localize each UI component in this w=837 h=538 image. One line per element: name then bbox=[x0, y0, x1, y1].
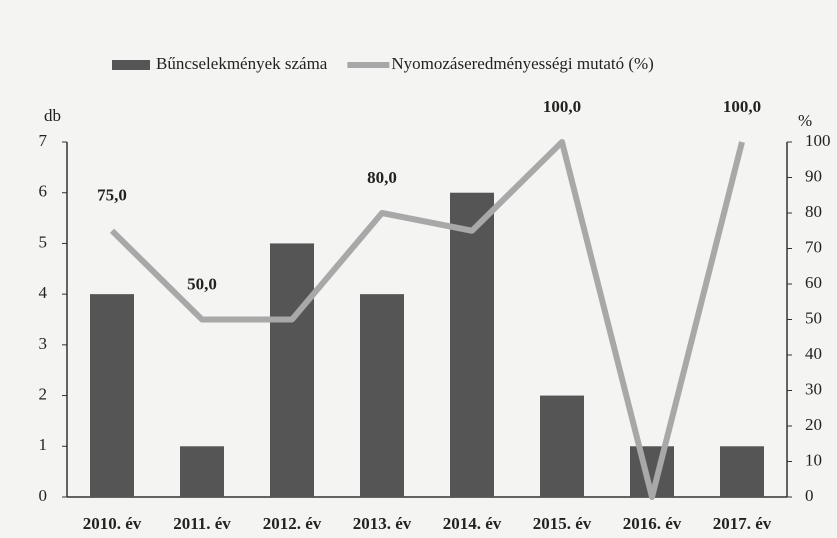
bar bbox=[450, 192, 494, 497]
bar bbox=[540, 395, 584, 497]
y2-tick-label: 70 bbox=[805, 237, 822, 256]
y2-tick-label: 90 bbox=[805, 166, 822, 185]
y2-tick-label: 30 bbox=[805, 379, 822, 398]
y-tick-label: 0 bbox=[39, 486, 48, 505]
x-tick-label: 2014. év bbox=[443, 514, 502, 533]
bar bbox=[360, 294, 404, 497]
y2-axis-label: % bbox=[798, 111, 812, 130]
y2-tick-label: 20 bbox=[805, 415, 822, 434]
y2-tick-label: 50 bbox=[805, 308, 822, 327]
y-tick-label: 3 bbox=[39, 334, 48, 353]
legend-label: Bűncselekmények száma bbox=[156, 54, 328, 73]
line bbox=[109, 139, 745, 500]
y2-tick-label: 80 bbox=[805, 202, 822, 221]
y-tick-label: 7 bbox=[39, 131, 48, 150]
y-axis-label: db bbox=[44, 106, 61, 125]
y2-tick-label: 0 bbox=[805, 486, 814, 505]
x-tick-label: 2017. év bbox=[713, 514, 772, 533]
x-tick-label: 2016. év bbox=[623, 514, 682, 533]
y-tick-label: 1 bbox=[39, 435, 48, 454]
y2-tick-label: 100 bbox=[805, 131, 831, 150]
x-tick-label: 2011. év bbox=[173, 514, 231, 533]
data-label: 75,0 bbox=[97, 186, 127, 205]
y-tick-label: 4 bbox=[39, 283, 48, 302]
bar bbox=[180, 446, 224, 497]
x-tick-label: 2010. év bbox=[83, 514, 142, 533]
data-label: 50,0 bbox=[187, 274, 217, 293]
x-tick-label: 2015. év bbox=[533, 514, 592, 533]
legend-label: Nyomozáseredményességi mutató (%) bbox=[391, 54, 653, 73]
y2-tick-label: 60 bbox=[805, 273, 822, 292]
y-tick-label: 5 bbox=[39, 232, 48, 251]
y2-tick-label: 10 bbox=[805, 450, 822, 469]
data-label: 100,0 bbox=[543, 97, 581, 116]
bar bbox=[720, 446, 764, 497]
y-tick-label: 2 bbox=[39, 384, 48, 403]
bar bbox=[270, 243, 314, 497]
x-tick-label: 2012. év bbox=[263, 514, 322, 533]
data-label: 100,0 bbox=[723, 97, 761, 116]
bar bbox=[90, 294, 134, 497]
x-tick-label: 2013. év bbox=[353, 514, 412, 533]
data-label: 80,0 bbox=[367, 168, 397, 187]
legend-swatch bbox=[112, 60, 150, 70]
y-tick-label: 6 bbox=[39, 182, 48, 201]
y2-tick-label: 40 bbox=[805, 344, 822, 363]
